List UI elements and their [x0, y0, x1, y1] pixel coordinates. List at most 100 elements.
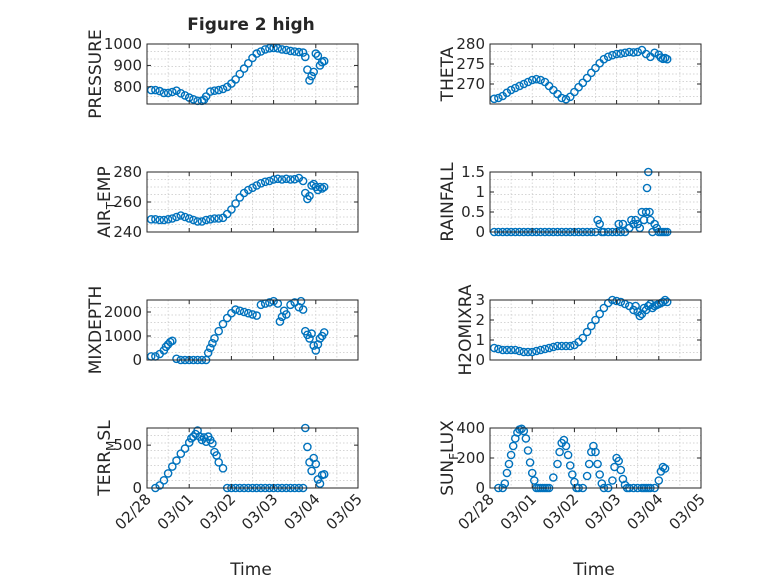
data-point [500, 479, 510, 488]
data-point [180, 91, 190, 100]
data-point [521, 434, 531, 443]
y-tick-label: 500 [113, 436, 142, 454]
data-point [591, 447, 600, 457]
data-point [650, 48, 659, 58]
data-point [311, 49, 321, 58]
data-point [584, 459, 594, 469]
data-point [275, 317, 285, 326]
data-point [214, 85, 223, 95]
data-point [315, 479, 325, 489]
data-point [532, 74, 541, 84]
data-point [167, 336, 177, 346]
data-point [214, 457, 223, 467]
data-point [612, 296, 621, 306]
data-point [544, 343, 554, 353]
data-point [517, 424, 526, 434]
axes-frame [146, 299, 359, 361]
data-point [582, 327, 592, 337]
data-point [536, 75, 545, 85]
y-axis-label: TERRMSL [95, 420, 118, 497]
data-point [612, 49, 621, 59]
data-point [307, 181, 316, 190]
data-point [616, 297, 626, 307]
y-tick-label: 0 [132, 351, 142, 369]
y-tick-label: 900 [113, 56, 142, 74]
data-point [565, 341, 575, 351]
data-point [527, 468, 537, 478]
data-point [277, 45, 287, 54]
data-point [286, 175, 295, 184]
data-point [618, 219, 628, 229]
data-point [658, 462, 668, 472]
data-point [319, 328, 329, 337]
data-point [523, 77, 533, 87]
data-point [294, 47, 304, 57]
data-point [239, 64, 249, 73]
y-tick-label: 800 [113, 78, 142, 96]
data-point [633, 47, 643, 57]
data-point [557, 93, 567, 103]
axes-frame [146, 43, 359, 105]
data-point [587, 321, 596, 331]
data-point [151, 85, 160, 95]
data-point [243, 59, 253, 68]
data-point [161, 342, 171, 352]
data-point [614, 456, 624, 466]
data-point [193, 217, 202, 226]
data-point [603, 52, 613, 62]
data-point [155, 481, 164, 490]
data-point [218, 319, 228, 329]
data-point [163, 469, 173, 478]
data-series [146, 43, 329, 106]
data-point [172, 86, 181, 95]
data-point [616, 49, 626, 58]
data-point [256, 178, 266, 188]
data-point [582, 471, 592, 481]
data-point [504, 459, 514, 469]
y-tick-label: 280 [456, 35, 485, 53]
data-point [620, 48, 630, 58]
figure-title: Figure 2 high [187, 15, 315, 35]
data-point [218, 84, 228, 94]
axes-frame [489, 43, 702, 105]
data-point [235, 193, 245, 202]
data-point [184, 438, 194, 447]
data-point [494, 344, 503, 354]
y-axis-label: H2OMIXRA [456, 284, 476, 375]
y-tick-label: 1.5 [461, 163, 485, 181]
data-point [252, 311, 262, 320]
data-point [578, 333, 588, 343]
y-tick-label: 2 [475, 311, 485, 329]
axes-frame [489, 299, 702, 361]
data-point [252, 49, 262, 58]
data-point [201, 215, 211, 225]
data-point [645, 207, 654, 217]
data-point [319, 469, 329, 479]
data-point [489, 94, 499, 104]
data-point [549, 473, 558, 482]
data-point [172, 354, 181, 364]
data-point [214, 214, 223, 223]
data-point [248, 310, 257, 319]
data-point [303, 442, 312, 452]
data-point [523, 347, 533, 357]
data-point [290, 298, 300, 307]
data-point [296, 296, 306, 306]
data-point [243, 185, 253, 195]
data-point [309, 67, 319, 77]
data-point [260, 45, 270, 54]
data-point [587, 68, 596, 78]
data-point [180, 444, 190, 453]
data-point [167, 214, 177, 223]
y-tick-label: 0 [475, 223, 485, 241]
y-tick-label: 240 [113, 223, 142, 241]
data-point [568, 470, 577, 479]
data-point [311, 459, 321, 469]
data-point [205, 87, 215, 96]
y-tick-label: 275 [456, 55, 485, 73]
data-point [523, 446, 533, 455]
data-point [644, 301, 653, 311]
